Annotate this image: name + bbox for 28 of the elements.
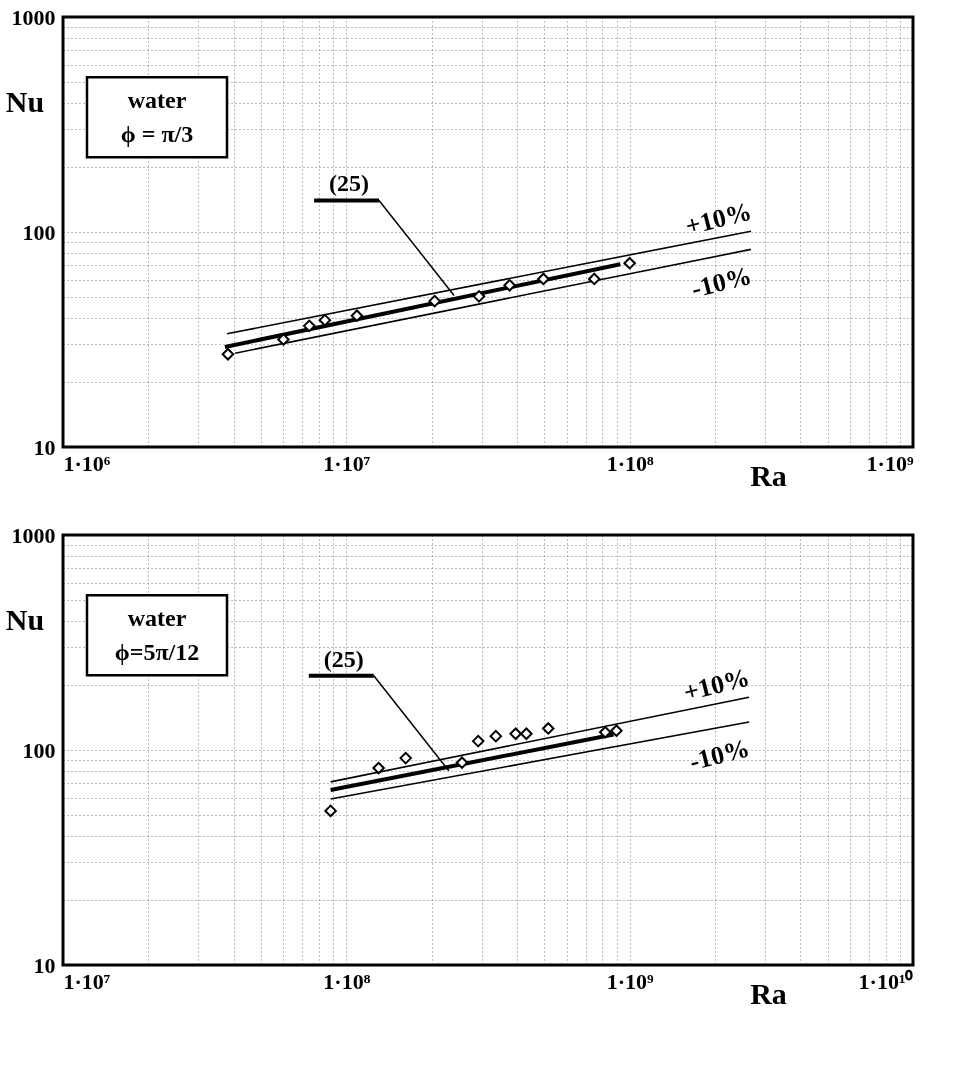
annotation: -10% (688, 260, 755, 304)
annotation: ϕ=5π/12 (114, 639, 200, 666)
annotation: water (127, 87, 187, 114)
x-tick-label: 1·10⁷ (63, 968, 111, 994)
x-tick-label: 1·10⁹ (866, 450, 914, 476)
y-tick-label: 100 (22, 219, 56, 245)
y-tick-label: 10 (33, 952, 56, 978)
y-axis-title: Nu (5, 603, 45, 636)
annotation: ϕ = π/3 (120, 121, 194, 148)
annotation: (25) (323, 645, 364, 672)
annotation: +10% (682, 196, 755, 241)
x-tick-label: 1·10¹⁰ (858, 968, 914, 994)
x-tick-label: 1·10⁸ (323, 968, 371, 994)
y-tick-label: 10 (33, 434, 56, 460)
x-tick-label: 1·10⁶ (63, 450, 111, 476)
y-axis-title: Nu (5, 85, 45, 118)
x-tick-label: 1·10⁷ (323, 450, 371, 476)
annotation: +10% (680, 662, 753, 707)
x-axis-title: Ra (750, 459, 787, 492)
annotation: (25) (329, 170, 370, 197)
annotation: water (127, 605, 187, 632)
annotation: -10% (686, 733, 753, 777)
y-tick-label: 1000 (11, 4, 56, 30)
y-tick-label: 1000 (11, 522, 56, 548)
y-tick-label: 100 (22, 737, 56, 763)
x-axis-title: Ra (750, 977, 787, 1010)
x-tick-label: 1·10⁹ (606, 968, 655, 994)
x-tick-label: 1·10⁸ (606, 450, 655, 476)
